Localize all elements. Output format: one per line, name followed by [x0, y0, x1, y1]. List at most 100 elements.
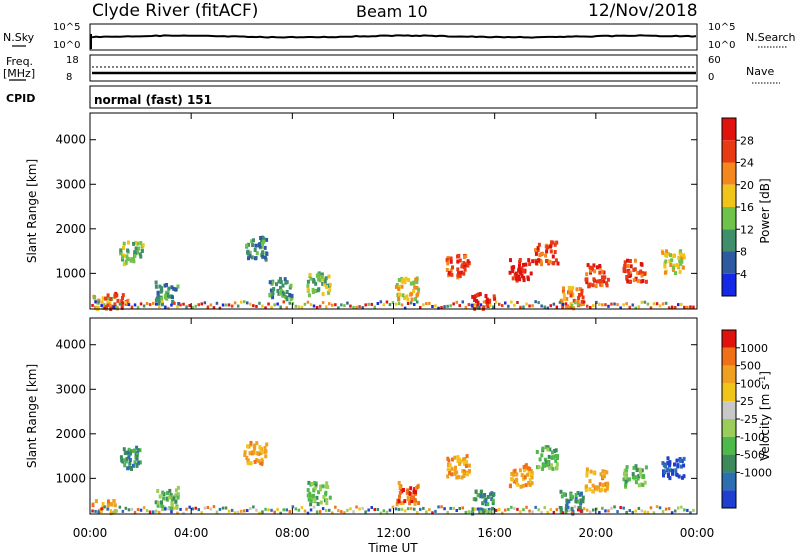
power-cell	[422, 303, 425, 307]
power-cell	[417, 287, 421, 292]
velocity-cell	[606, 484, 609, 489]
power-cell	[625, 275, 629, 280]
power-cell	[282, 300, 285, 304]
velocity-cell	[265, 442, 269, 447]
power-cell	[640, 300, 644, 304]
power-cell	[236, 304, 240, 308]
power-colorbar-segment	[722, 162, 736, 185]
velocity-cell	[689, 511, 692, 515]
power-cell	[264, 257, 268, 262]
power-cell	[514, 271, 518, 276]
velocity-cell	[312, 505, 316, 509]
power-cell	[403, 306, 407, 310]
velocity-cell	[674, 509, 677, 513]
velocity-colorbar-segment	[722, 419, 736, 437]
velocity-cell	[106, 507, 109, 511]
power-cell	[112, 305, 115, 309]
cpid-value: normal (fast) 151	[94, 93, 212, 107]
power-cell	[119, 248, 123, 253]
velocity-cell	[536, 465, 539, 470]
power-cell	[160, 286, 163, 291]
velocity-cell	[676, 463, 680, 468]
power-cell	[176, 284, 180, 289]
power-cell	[309, 276, 313, 281]
velocity-cell	[521, 483, 525, 488]
power-cell	[526, 275, 530, 280]
power-cell	[288, 301, 291, 305]
velocity-cell	[447, 458, 451, 463]
velocity-cell	[585, 467, 589, 472]
velocity-colorbar-tick-label: 500	[740, 360, 761, 373]
velocity-cell	[331, 511, 334, 515]
power-cell	[463, 267, 467, 272]
velocity-cell	[425, 510, 428, 514]
velocity-cell	[285, 508, 288, 512]
velocity-cell	[666, 473, 670, 478]
power-cell	[580, 292, 584, 297]
velocity-cell	[127, 508, 131, 512]
power-cell	[589, 268, 593, 273]
velocity-cell	[673, 462, 676, 467]
velocity-cell	[409, 507, 413, 511]
velocity-cell	[674, 468, 678, 473]
power-cell	[246, 301, 249, 305]
velocity-cell	[446, 467, 450, 472]
velocity-cell	[258, 445, 262, 450]
velocity-cell	[588, 487, 592, 492]
station-title: Clyde River (fitACF)	[92, 1, 258, 21]
velocity-cell	[215, 510, 219, 514]
velocity-cell	[478, 507, 482, 512]
velocity-cell	[545, 463, 549, 468]
power-cell	[121, 255, 125, 260]
power-cell	[388, 303, 392, 307]
velocity-cell	[322, 495, 326, 499]
velocity-cell	[546, 460, 550, 465]
velocity-cell	[406, 507, 410, 511]
power-cell	[661, 250, 665, 255]
power-cell	[282, 292, 286, 297]
velocity-cell	[603, 470, 607, 475]
power-cell	[664, 259, 668, 264]
power-cell	[203, 301, 207, 305]
power-cell	[449, 304, 452, 308]
velocity-cell	[522, 508, 525, 512]
power-cell	[661, 302, 665, 306]
power-cell	[641, 271, 644, 276]
power-cell	[473, 305, 477, 310]
power-cell	[458, 304, 461, 308]
power-cell	[212, 306, 216, 310]
power-cell	[364, 303, 367, 307]
velocity-cell	[487, 510, 491, 515]
power-cell	[551, 240, 555, 245]
power-cell	[221, 303, 225, 307]
velocity-cell	[91, 503, 95, 508]
power-cell	[567, 285, 571, 290]
velocity-cell	[473, 507, 477, 511]
power-cell	[591, 283, 595, 288]
velocity-cell	[158, 510, 161, 514]
velocity-cell	[321, 484, 325, 489]
velocity-cell	[570, 506, 574, 511]
power-cell	[396, 292, 400, 297]
power-cell	[358, 305, 361, 309]
velocity-cell	[538, 457, 542, 462]
velocity-cell	[523, 475, 527, 480]
velocity-cell	[677, 506, 680, 510]
power-cell	[325, 284, 328, 289]
power-cell	[294, 304, 298, 308]
velocity-colorbar-tick-label: -1000	[740, 466, 772, 479]
power-cell	[636, 278, 640, 283]
power-cell	[463, 255, 466, 260]
velocity-colorbar-tick-label: -500	[740, 449, 765, 462]
power-cell	[561, 289, 565, 294]
velocity-cell	[179, 507, 182, 511]
velocity-cell	[535, 450, 539, 454]
power-cell	[373, 305, 376, 309]
power-cell	[546, 306, 549, 310]
power-colorbar-tick-label: 28	[740, 134, 754, 147]
power-cell	[167, 294, 171, 299]
power-cell	[91, 303, 94, 307]
velocity-cell	[565, 501, 569, 506]
power-cell	[565, 296, 569, 301]
power-cell	[508, 270, 512, 275]
